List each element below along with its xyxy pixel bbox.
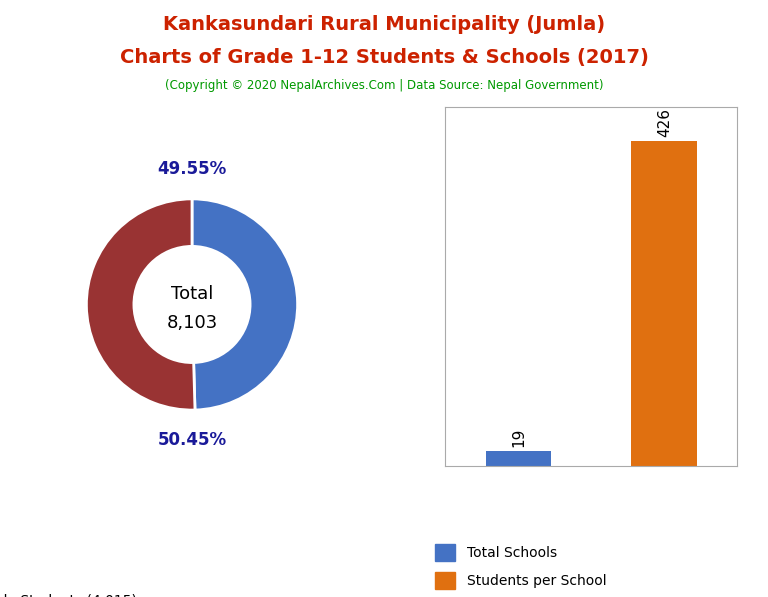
Text: (Copyright © 2020 NepalArchives.Com | Data Source: Nepal Government): (Copyright © 2020 NepalArchives.Com | Da… (165, 79, 603, 92)
Text: 49.55%: 49.55% (157, 161, 227, 179)
Legend: Total Schools, Students per School: Total Schools, Students per School (429, 538, 612, 595)
Legend: Male Students (4,015), Female Students (4,088): Male Students (4,015), Female Students (… (0, 586, 160, 597)
Text: 19: 19 (511, 428, 526, 447)
Wedge shape (192, 199, 297, 410)
Text: Total: Total (170, 285, 214, 303)
Bar (485, 451, 551, 466)
Bar (631, 141, 697, 466)
Text: 8,103: 8,103 (167, 315, 217, 333)
Text: 50.45%: 50.45% (157, 430, 227, 448)
Text: Charts of Grade 1-12 Students & Schools (2017): Charts of Grade 1-12 Students & Schools … (120, 48, 648, 67)
Text: Kankasundari Rural Municipality (Jumla): Kankasundari Rural Municipality (Jumla) (163, 15, 605, 34)
Text: 426: 426 (657, 108, 672, 137)
Wedge shape (87, 199, 195, 410)
